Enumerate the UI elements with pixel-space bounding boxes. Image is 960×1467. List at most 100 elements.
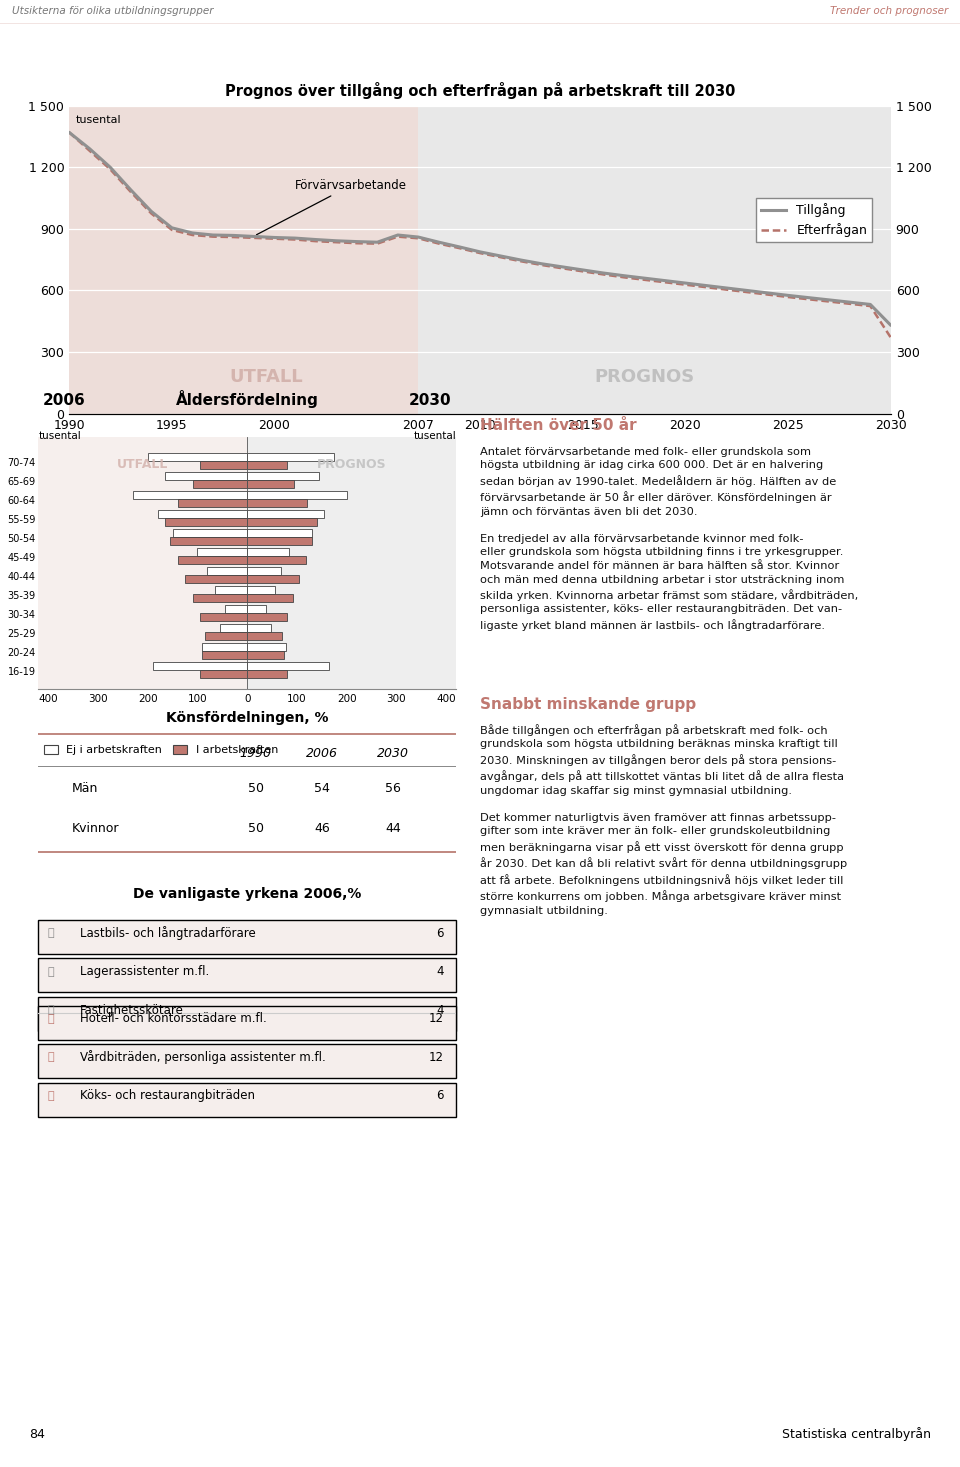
Bar	[248, 537, 312, 546]
Bar	[157, 511, 248, 518]
Bar	[173, 530, 248, 537]
Bar	[248, 453, 334, 462]
Bar	[132, 491, 248, 499]
Text: Kvinnor: Kvinnor	[72, 822, 119, 835]
Text: UTFALL: UTFALL	[229, 368, 303, 386]
Text: 6: 6	[436, 1090, 444, 1102]
Text: 56: 56	[385, 782, 401, 795]
Bar	[248, 613, 287, 621]
Bar	[185, 575, 248, 584]
Text: De vanligaste yrkena 2006,%: De vanligaste yrkena 2006,%	[133, 886, 361, 901]
Legend: Tillgång, Efterfrågan: Tillgång, Efterfrågan	[756, 198, 873, 242]
Bar	[225, 606, 248, 613]
Bar	[165, 518, 248, 527]
Text: Lastbils- och långtradarförare: Lastbils- och långtradarförare	[80, 926, 256, 940]
Text: Förvärvsarbetande: Förvärvsarbetande	[256, 179, 407, 235]
Text: 84: 84	[29, 1427, 45, 1441]
Text: 12: 12	[428, 1012, 444, 1025]
Text: Folk- och grundskola: Folk- och grundskola	[284, 40, 676, 72]
Text: tusental: tusental	[413, 431, 456, 442]
Text: 🚶: 🚶	[48, 929, 55, 937]
Text: 2030: 2030	[377, 747, 409, 760]
Text: tusental: tusental	[76, 114, 121, 125]
Text: Utsikterna för olika utbildningsgrupper: Utsikterna för olika utbildningsgrupper	[12, 6, 213, 16]
Text: 44: 44	[386, 822, 401, 835]
Text: 46: 46	[315, 822, 330, 835]
Bar	[220, 625, 248, 632]
Text: 🚶: 🚶	[48, 1005, 55, 1015]
Text: 12: 12	[428, 1050, 444, 1064]
Text: Köks- och restaurangbiträden: Köks- och restaurangbiträden	[80, 1090, 255, 1102]
Bar	[207, 568, 248, 575]
Bar	[248, 651, 284, 659]
Text: 🚶: 🚶	[48, 967, 55, 977]
Bar	[193, 480, 248, 489]
FancyBboxPatch shape	[38, 1083, 456, 1116]
Text: Män: Män	[72, 782, 98, 795]
Text: Könsfördelningen, %: Könsfördelningen, %	[166, 710, 328, 725]
Bar	[248, 437, 456, 689]
FancyBboxPatch shape	[38, 998, 456, 1031]
Bar	[419, 106, 891, 414]
Text: Trender och prognoser: Trender och prognoser	[830, 6, 948, 16]
Bar	[198, 549, 248, 556]
Bar	[248, 625, 271, 632]
Bar	[193, 594, 248, 603]
Text: 4: 4	[436, 965, 444, 978]
Text: Åldersfördelning: Åldersfördelning	[176, 390, 319, 408]
Bar	[248, 480, 295, 489]
FancyBboxPatch shape	[38, 1006, 456, 1040]
Bar	[248, 549, 290, 556]
FancyBboxPatch shape	[38, 920, 456, 954]
Bar	[248, 472, 320, 480]
Bar	[165, 472, 248, 480]
Text: 1990: 1990	[240, 747, 272, 760]
Bar	[203, 651, 248, 659]
Text: 54: 54	[315, 782, 330, 795]
Text: Hälften över 50 år: Hälften över 50 år	[480, 418, 636, 433]
Text: 🚶: 🚶	[48, 1014, 55, 1024]
Text: 2030: 2030	[409, 393, 451, 408]
Text: Statistiska centralbyrån: Statistiska centralbyrån	[782, 1426, 931, 1441]
Text: 2006: 2006	[43, 393, 86, 408]
Bar	[248, 530, 312, 537]
Bar	[178, 499, 248, 508]
Bar	[153, 662, 248, 670]
Legend: Ej i arbetskraften, I arbetskraften: Ej i arbetskraften, I arbetskraften	[39, 741, 282, 760]
Text: 50: 50	[248, 822, 264, 835]
Text: 2006: 2006	[306, 747, 338, 760]
Text: Både tillgången och efterfrågan på arbetskraft med folk- och
grundskola som högs: Både tillgången och efterfrågan på arbet…	[480, 723, 848, 915]
Bar	[38, 437, 248, 689]
Bar	[248, 632, 282, 640]
Bar	[148, 453, 248, 462]
Text: PROGNOS: PROGNOS	[594, 368, 694, 386]
Bar	[248, 606, 266, 613]
Text: 6: 6	[436, 927, 444, 939]
Bar	[248, 511, 324, 518]
Text: Fastighetsskötare: Fastighetsskötare	[80, 1003, 184, 1017]
Bar	[170, 537, 248, 546]
Bar	[200, 462, 248, 469]
Bar	[200, 670, 248, 678]
Text: Vårdbiträden, personliga assistenter m.fl.: Vårdbiträden, personliga assistenter m.f…	[80, 1050, 325, 1065]
Text: Antalet förvärvsarbetande med folk- eller grundskola som
högsta utbildning är id: Antalet förvärvsarbetande med folk- elle…	[480, 446, 858, 631]
Bar	[248, 491, 347, 499]
Text: Lagerassistenter m.fl.: Lagerassistenter m.fl.	[80, 965, 209, 978]
Text: Snabbt minskande grupp: Snabbt minskande grupp	[480, 697, 696, 711]
Bar	[69, 106, 419, 414]
Bar	[203, 643, 248, 651]
Bar	[178, 556, 248, 565]
Text: 🚶: 🚶	[48, 1091, 55, 1100]
Text: PROGNOS: PROGNOS	[317, 458, 387, 471]
Text: För mer information – läs sidorna
80–81  ”Så redovisas resultaten”: För mer information – läs sidorna 80–81 …	[48, 1348, 254, 1379]
Bar	[204, 632, 248, 640]
Bar	[248, 518, 317, 527]
Bar	[248, 462, 287, 469]
Bar	[248, 499, 307, 508]
Bar	[248, 594, 293, 603]
Bar	[248, 670, 287, 678]
Text: Hotell- och kontorsstädare m.fl.: Hotell- och kontorsstädare m.fl.	[80, 1012, 267, 1025]
Bar	[200, 613, 248, 621]
Bar	[248, 575, 300, 584]
Bar	[248, 587, 275, 594]
